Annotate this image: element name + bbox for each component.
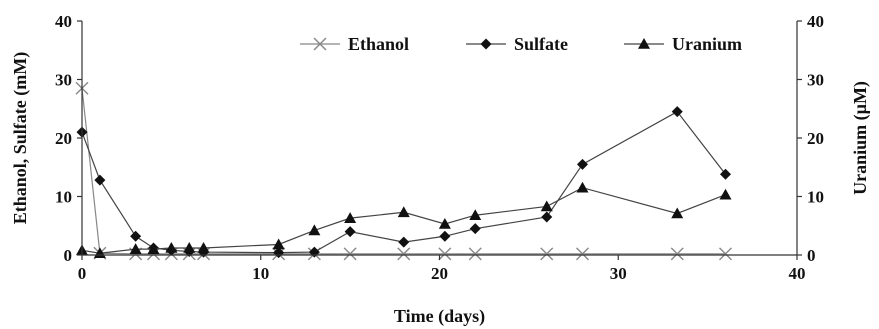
- legend-marker: [638, 38, 650, 49]
- data-point-uranium: [540, 200, 553, 212]
- series-line-sulfate: [81, 110, 726, 254]
- data-point-uranium: [308, 224, 321, 236]
- data-point-sulfate: [94, 174, 106, 186]
- data-point-uranium: [197, 241, 210, 253]
- y-right-tick-label: 40: [807, 12, 824, 31]
- legend-marker: [313, 37, 327, 51]
- data-point-uranium: [129, 243, 142, 254]
- data-point-ethanol: [468, 247, 482, 261]
- series-uranium: [76, 181, 732, 259]
- data-point-sulfate: [130, 230, 142, 242]
- data-point-ethanol: [540, 247, 554, 261]
- series-sulfate: [76, 106, 731, 259]
- legend-label: Ethanol: [348, 34, 409, 54]
- series-ethanol: [75, 81, 732, 261]
- legend-marker: [480, 38, 492, 50]
- y-left-tick-label: 20: [55, 129, 72, 148]
- y-left-tick-label: 30: [55, 71, 72, 90]
- y-axis-left-label: Ethanol, Sulfate (mM): [10, 52, 31, 225]
- data-point-uranium: [183, 241, 196, 253]
- y-left-tick-label: 40: [55, 12, 72, 31]
- x-tick-label: 0: [78, 264, 87, 283]
- series-line-ethanol: [81, 88, 726, 255]
- data-point-uranium: [397, 206, 410, 218]
- x-tick-label: 30: [610, 264, 627, 283]
- data-point-ethanol: [670, 247, 684, 261]
- data-point-sulfate: [398, 236, 410, 248]
- data-point-sulfate: [671, 106, 683, 118]
- data-point-uranium: [719, 188, 732, 200]
- data-point-sulfate: [308, 246, 320, 258]
- data-point-sulfate: [720, 168, 731, 180]
- data-point-uranium: [272, 238, 285, 250]
- y-right-tick-label: 0: [807, 246, 816, 265]
- series-layer: [75, 81, 732, 261]
- y-axis-right-label: Uranium (µM): [850, 81, 871, 195]
- legend-label: Uranium: [672, 34, 742, 54]
- data-point-ethanol: [438, 247, 452, 261]
- y-left-tick-label: 10: [55, 188, 72, 207]
- x-tick-label: 20: [431, 264, 448, 283]
- legend-item-uranium: Uranium: [624, 34, 742, 54]
- data-point-uranium: [165, 241, 178, 253]
- data-point-uranium: [344, 212, 357, 223]
- data-point-ethanol: [719, 247, 732, 261]
- data-point-uranium: [576, 181, 589, 193]
- y-right-tick-label: 10: [807, 188, 824, 207]
- y-right-tick-label: 30: [807, 71, 824, 90]
- legend-item-ethanol: Ethanol: [300, 34, 409, 54]
- data-point-ethanol: [397, 247, 411, 261]
- legend-label: Sulfate: [514, 34, 568, 54]
- data-point-ethanol: [576, 247, 589, 261]
- x-tick-label: 40: [789, 264, 806, 283]
- data-point-sulfate: [439, 230, 451, 242]
- legend: Ethanol Sulfate Uranium: [300, 34, 742, 54]
- x-tick-label: 10: [252, 264, 269, 283]
- x-axis-label: Time (days): [394, 306, 485, 327]
- data-point-uranium: [671, 207, 684, 219]
- data-point-sulfate: [344, 226, 356, 238]
- data-point-ethanol: [343, 247, 357, 261]
- data-point-sulfate: [469, 223, 481, 235]
- y-left-tick-label: 0: [64, 246, 73, 265]
- data-point-sulfate: [541, 211, 553, 223]
- legend-item-sulfate: Sulfate: [466, 34, 568, 54]
- data-point-sulfate: [577, 158, 588, 170]
- y-right-tick-label: 20: [807, 129, 824, 148]
- data-point-uranium: [438, 217, 451, 229]
- data-point-uranium: [147, 243, 160, 254]
- data-point-uranium: [469, 209, 482, 221]
